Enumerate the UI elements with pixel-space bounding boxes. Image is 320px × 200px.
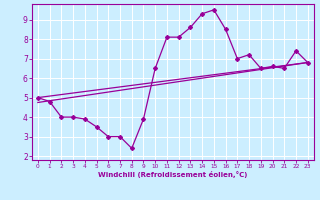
X-axis label: Windchill (Refroidissement éolien,°C): Windchill (Refroidissement éolien,°C) (98, 171, 247, 178)
